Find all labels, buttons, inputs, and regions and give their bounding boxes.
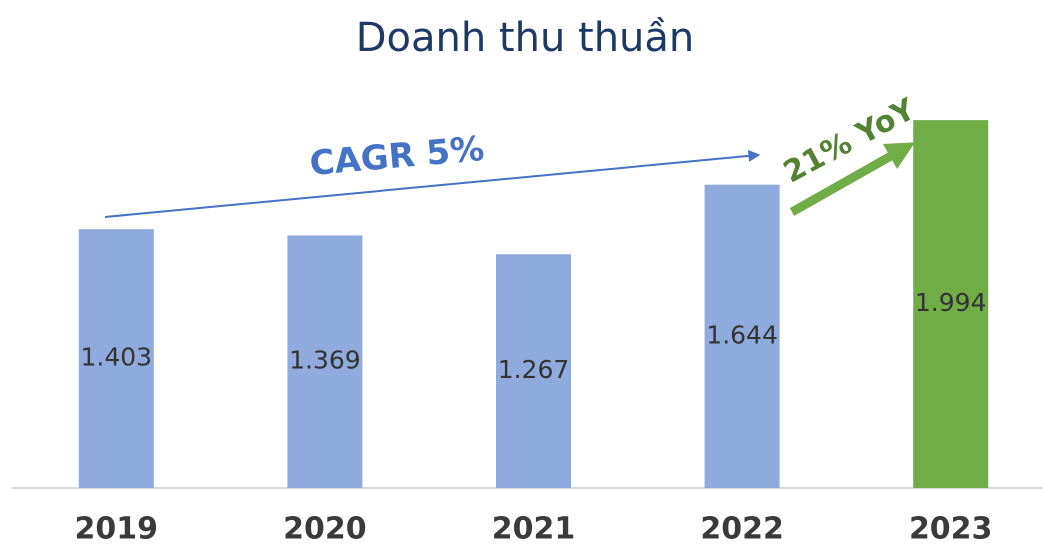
value-label: 1.403 — [81, 343, 153, 372]
value-label: 1.267 — [498, 355, 570, 384]
x-tick-label: 2021 — [492, 512, 576, 546]
bar — [287, 235, 363, 488]
value-label: 1.994 — [915, 288, 987, 317]
yoy-arrow — [789, 142, 916, 216]
cagr-arrow — [104, 149, 761, 218]
x-tick-label: 2023 — [909, 512, 993, 546]
x-tick-label: 2019 — [75, 512, 159, 546]
bar — [913, 120, 989, 489]
chart-title: Doanh thu thuần — [356, 15, 695, 61]
bar — [78, 229, 154, 489]
x-tick-label: 2020 — [283, 512, 367, 546]
value-label: 1.644 — [706, 320, 778, 349]
x-tick-label: 2022 — [700, 512, 784, 546]
bar — [704, 184, 780, 488]
bar — [496, 254, 571, 488]
value-label: 1.369 — [289, 346, 361, 375]
cagr-label: CAGR 5% — [308, 129, 486, 184]
